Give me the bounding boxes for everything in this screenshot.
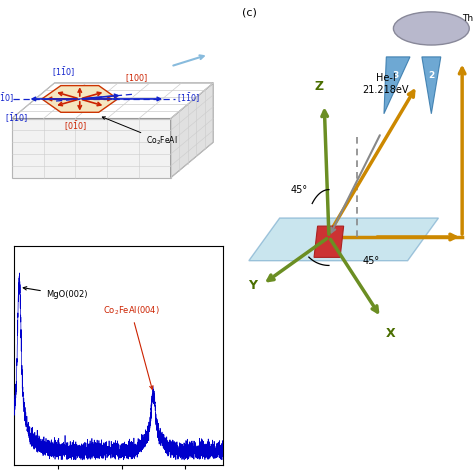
- Text: $[0\bar{1}0]$: $[0\bar{1}0]$: [64, 119, 86, 133]
- Text: X: X: [386, 327, 395, 339]
- Text: $[\bar{1}10]$: $[\bar{1}10]$: [5, 112, 27, 126]
- Text: 45°: 45°: [291, 184, 308, 195]
- Text: Th: Th: [462, 15, 473, 23]
- Polygon shape: [384, 57, 410, 114]
- Polygon shape: [42, 86, 118, 112]
- Text: 45°: 45°: [363, 256, 380, 266]
- Text: 2: 2: [428, 72, 435, 80]
- Text: Co$_2$FeAl(004): Co$_2$FeAl(004): [103, 305, 160, 389]
- Text: (c): (c): [242, 7, 256, 17]
- Polygon shape: [171, 83, 213, 178]
- Polygon shape: [12, 83, 213, 118]
- Text: $[1\bar{1}0]$: $[1\bar{1}0]$: [0, 91, 13, 104]
- Text: MgO(002): MgO(002): [23, 287, 87, 300]
- Text: $[1\bar{1}0]$: $[1\bar{1}0]$: [52, 65, 74, 79]
- Text: Z: Z: [315, 80, 324, 93]
- Text: Y: Y: [248, 279, 257, 292]
- Polygon shape: [422, 57, 441, 114]
- Text: $[100]$: $[100]$: [125, 72, 148, 83]
- Ellipse shape: [393, 12, 469, 45]
- Polygon shape: [249, 218, 438, 261]
- Text: 3: 3: [392, 72, 399, 80]
- Text: Co$_2$FeAl: Co$_2$FeAl: [102, 117, 178, 147]
- Text: $[1\bar{1}0]$: $[1\bar{1}0]$: [177, 91, 200, 104]
- Text: He-I
21.218eV: He-I 21.218eV: [363, 73, 409, 95]
- Polygon shape: [314, 226, 344, 257]
- Polygon shape: [12, 118, 171, 178]
